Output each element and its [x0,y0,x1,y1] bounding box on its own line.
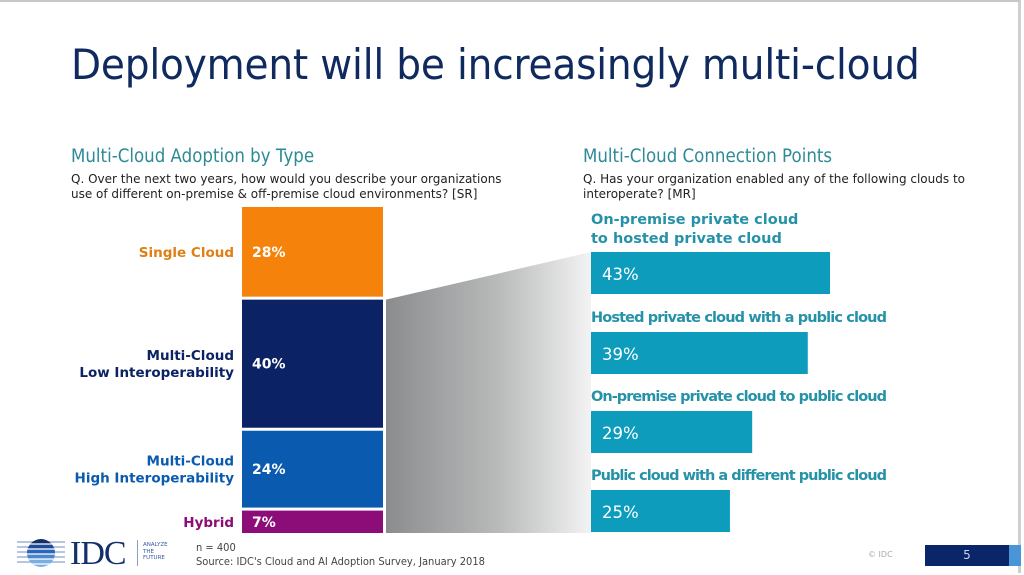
stack-segment-2 [242,430,383,508]
left-section-question: Q. Over the next two years, how would yo… [71,172,502,201]
logo-tagline: ANALYZE THE FUTURE [143,542,168,562]
right-section-question: Q. Has your organization enabled any of … [583,172,965,201]
connection-category-label: On-premise private cloud [591,212,798,228]
stack-segment-1 [242,299,383,428]
connection-bar-1 [591,332,808,374]
idc-logo: IDC ANALYZE THE FUTURE [17,535,187,572]
logo-text: IDC [70,535,127,572]
stack-category-label: Hybrid [183,515,234,531]
stack-category-label: Multi-Cloud [147,454,234,470]
tagline-line: THE [143,548,154,555]
connection-bar-chart: 43% On-premise private cloud to hosted pri… [591,212,887,532]
sample-size: n = 400 [196,541,236,554]
connection-value-label: 39% [602,345,639,364]
stack-category-label: Multi-Cloud [147,348,234,364]
connection-bar-0 [591,252,830,294]
connection-value-label: 29% [602,424,639,443]
connection-value-label: 43% [602,265,639,284]
tagline-line: FUTURE [143,555,165,561]
left-section-title: Multi-Cloud Adoption by Type [71,146,315,167]
right-section-title: Multi-Cloud Connection Points [583,146,833,167]
stack-category-label: Single Cloud [139,245,234,261]
tagline-line: ANALYZE [143,542,168,548]
stack-value-label: 40% [252,357,286,373]
stack-category-label: High Interoperability [75,471,235,487]
stack-value-label: 7% [252,515,276,531]
stack-value-label: 28% [252,245,286,261]
stack-category-label: Low Interoperability [79,365,234,381]
slide-title: Deployment will be increasingly multi-cl… [71,40,920,89]
connection-value-label: 25% [602,503,639,522]
connection-bar-2 [591,411,753,453]
connection-category-label: Public cloud with a different public clo… [591,468,887,484]
stack-value-label: 24% [252,462,286,478]
zoom-connector-shape [386,252,591,533]
connection-category-label: On-premise private cloud to public cloud [591,389,887,405]
copyright: © IDC [868,550,893,559]
connection-bar-3 [591,490,730,532]
source-note: Source: IDC's Cloud and AI Adoption Surv… [196,555,485,568]
page-number: 5 [925,545,1009,566]
globe-icon [17,539,65,567]
page-number-accent [1009,545,1021,566]
stack-segment-0 [242,207,383,297]
stack-segment-3 [242,510,383,533]
connection-category-label: to hosted private cloud [591,231,782,247]
logo-divider [137,540,138,566]
connection-category-label: Hosted private cloud with a public cloud [591,310,887,326]
